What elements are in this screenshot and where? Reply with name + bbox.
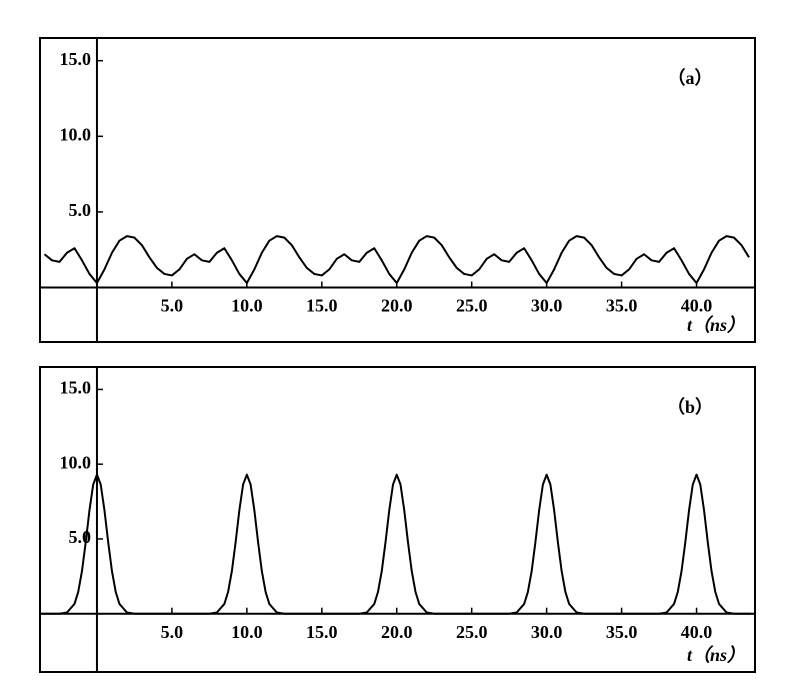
x-tick-label: 15.0 bbox=[306, 622, 338, 642]
x-tick-label: 25.0 bbox=[456, 296, 488, 316]
x-axis-label: t（ns） bbox=[687, 315, 745, 335]
panel-label: （b） bbox=[667, 397, 713, 417]
x-tick-label: 10.0 bbox=[231, 622, 263, 642]
x-tick-label: 40.0 bbox=[681, 296, 713, 316]
x-tick-label: 5.0 bbox=[161, 296, 184, 316]
x-axis-label: t（ns） bbox=[687, 645, 745, 665]
x-tick-label: 20.0 bbox=[381, 296, 413, 316]
y-tick-label: 10.0 bbox=[59, 124, 91, 144]
x-tick-label: 30.0 bbox=[531, 622, 563, 642]
x-tick-label: 20.0 bbox=[381, 622, 413, 642]
panel-frame bbox=[39, 366, 756, 673]
y-tick-label: 15.0 bbox=[59, 49, 91, 69]
x-tick-label: 5.0 bbox=[161, 622, 184, 642]
y-tick-label: 5.0 bbox=[68, 200, 91, 220]
x-tick-label: 25.0 bbox=[456, 622, 488, 642]
signal-line bbox=[41, 473, 751, 615]
x-tick-label: 30.0 bbox=[531, 296, 563, 316]
y-tick-label: 10.0 bbox=[59, 452, 91, 472]
x-tick-label: 35.0 bbox=[606, 296, 638, 316]
x-tick-label: 40.0 bbox=[681, 622, 713, 642]
signal-line bbox=[43, 235, 750, 285]
x-tick-label: 15.0 bbox=[306, 296, 338, 316]
x-tick-label: 10.0 bbox=[231, 296, 263, 316]
panel-label: （a） bbox=[668, 68, 713, 88]
x-tick-label: 35.0 bbox=[606, 622, 638, 642]
y-tick-label: 15.0 bbox=[59, 378, 91, 398]
panel-frame bbox=[39, 37, 756, 343]
